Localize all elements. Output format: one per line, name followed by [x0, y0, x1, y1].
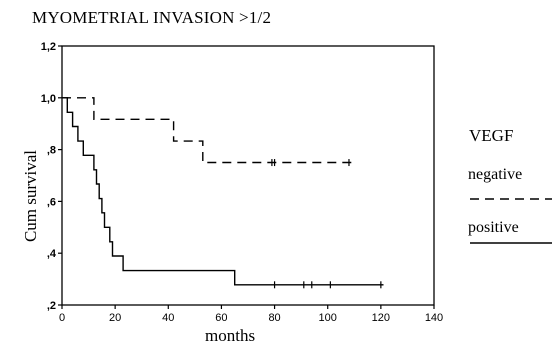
- y-tick-label: ,8: [47, 145, 56, 157]
- x-tick-label: 100: [319, 312, 337, 324]
- x-tick-label: 80: [268, 312, 280, 324]
- series-line-negative: [62, 97, 352, 164]
- y-tick-label: ,2: [47, 300, 56, 312]
- plot-frame: [61, 45, 435, 306]
- x-tick-label: 0: [59, 312, 65, 324]
- legend-label-negative: negative: [468, 166, 523, 183]
- x-tick-label: 60: [215, 312, 227, 324]
- y-tick-label: 1,2: [41, 41, 56, 53]
- series-line-positive: [62, 97, 384, 286]
- chart-title: MYOMETRIAL INVASION >1/2: [32, 8, 272, 27]
- y-axis-label: Cum survival: [21, 149, 40, 243]
- x-tick-label: 140: [425, 312, 443, 324]
- x-tick-label: 40: [162, 312, 174, 324]
- legend-label-positive: positive: [468, 219, 519, 236]
- legend-title: VEGF: [469, 126, 514, 145]
- x-axis-label: months: [205, 326, 256, 345]
- x-tick-label: 20: [109, 312, 121, 324]
- y-tick-label: 1,0: [41, 93, 56, 105]
- y-tick-label: ,6: [47, 196, 56, 208]
- x-tick-label: 120: [372, 312, 390, 324]
- y-tick-label: ,4: [47, 248, 57, 260]
